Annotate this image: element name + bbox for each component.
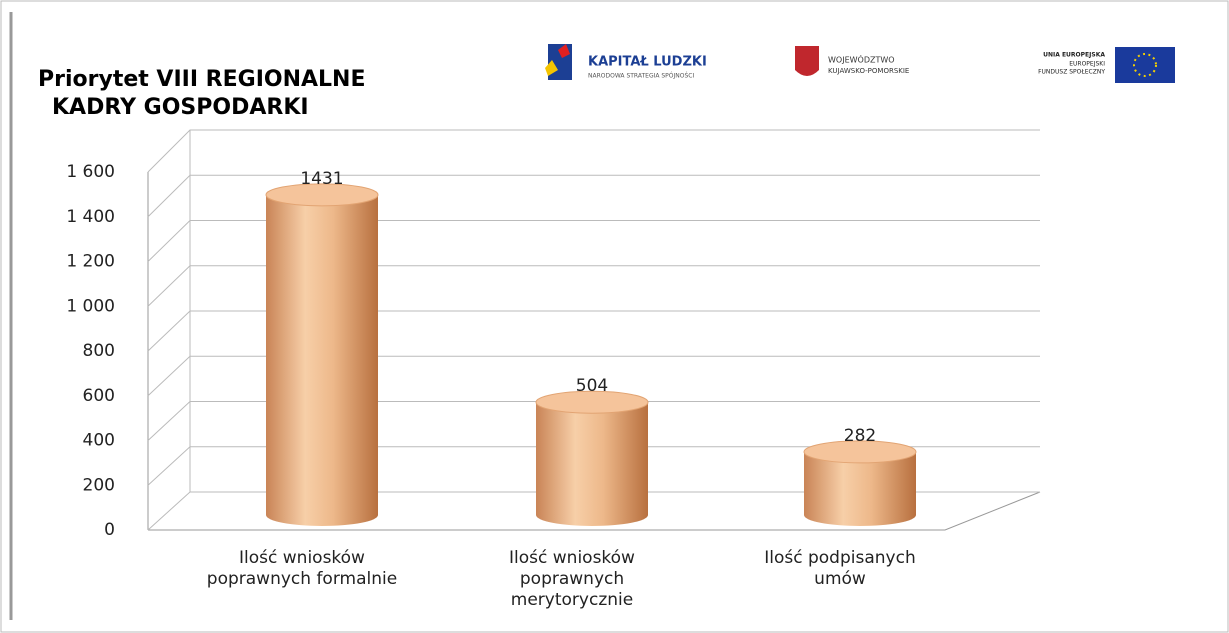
grid-line — [147, 310, 1040, 352]
logo-text: KUJAWSKO-POMORSKIE — [828, 67, 909, 75]
eu-stars — [1133, 53, 1157, 77]
bar — [536, 402, 648, 526]
chart-title: Priorytet VIII REGIONALNE KADRY GOSPODARK… — [38, 67, 366, 120]
logo-icon — [795, 46, 819, 76]
logo-icon — [558, 44, 570, 58]
x-tick-label: Ilość podpisanych umów — [764, 548, 916, 589]
y-tick-label: 1 600 — [66, 162, 115, 182]
grid-line — [147, 220, 1040, 262]
x-tick-label: Ilość wniosków poprawnych merytorycznie — [509, 548, 635, 610]
logo-text: UNIA EUROPEJSKA — [1043, 52, 1105, 59]
data-label: 282 — [844, 426, 876, 446]
y-tick-label: 1 200 — [66, 252, 115, 272]
plot: 0 200 400 600 800 1 000 1 200 1 400 1 600 1431 504… — [66, 129, 1041, 540]
y-tick-label: 600 — [83, 386, 115, 406]
floor — [148, 491, 1041, 531]
y-tick-label: 1 400 — [66, 207, 115, 227]
data-label: 1431 — [300, 169, 343, 189]
grid-line — [147, 265, 1040, 307]
logo-icon — [545, 60, 558, 76]
bar-top — [803, 440, 917, 464]
title-line: KADRY GOSPODARKI — [52, 95, 309, 120]
logo-text: KAPITAŁ LUDZKI — [588, 55, 707, 70]
y-tick-label: 1 000 — [66, 296, 115, 316]
y-tick-label: 800 — [83, 341, 115, 361]
grid-line — [147, 401, 1040, 441]
logo-text: NARODOWA STRATEGIA SPÓJNOŚCI — [588, 73, 694, 80]
logo-text: WOJEWÓDZTWO — [828, 54, 895, 65]
grid-line — [147, 174, 1040, 218]
eu-flag — [1115, 47, 1175, 83]
bar-top — [265, 183, 379, 207]
logo-kapital: KAPITAŁ LUDZKI NARODOWA STRATEGIA SPÓJNO… — [540, 42, 707, 82]
data-label: 504 — [576, 376, 608, 396]
logo-text: EUROPEJSKI — [1069, 61, 1105, 68]
grid-line — [147, 446, 1040, 486]
bar — [804, 451, 916, 526]
y-tick-label: 0 — [104, 520, 115, 540]
bar — [266, 194, 378, 526]
title-line: Priorytet VIII REGIONALNE — [38, 67, 366, 92]
bar-top — [535, 390, 649, 414]
x-tick-label: Ilość wniosków poprawnych formalnie — [206, 548, 398, 589]
grid-line — [147, 355, 1040, 397]
logo-wojewodztwo: WOJEWÓDZTWO KUJAWSKO-POMORSKIE — [795, 46, 909, 76]
y-tick-label: 400 — [83, 431, 115, 451]
logo-text: FUNDUSZ SPOŁECZNY — [1038, 69, 1105, 76]
grid-line — [147, 491, 1040, 531]
logo-ue: UNIA EUROPEJSKA EUROPEJSKI FUNDUSZ SPOŁE… — [1038, 47, 1175, 83]
grid-line — [147, 129, 1040, 173]
y-tick-label: 200 — [83, 475, 115, 495]
